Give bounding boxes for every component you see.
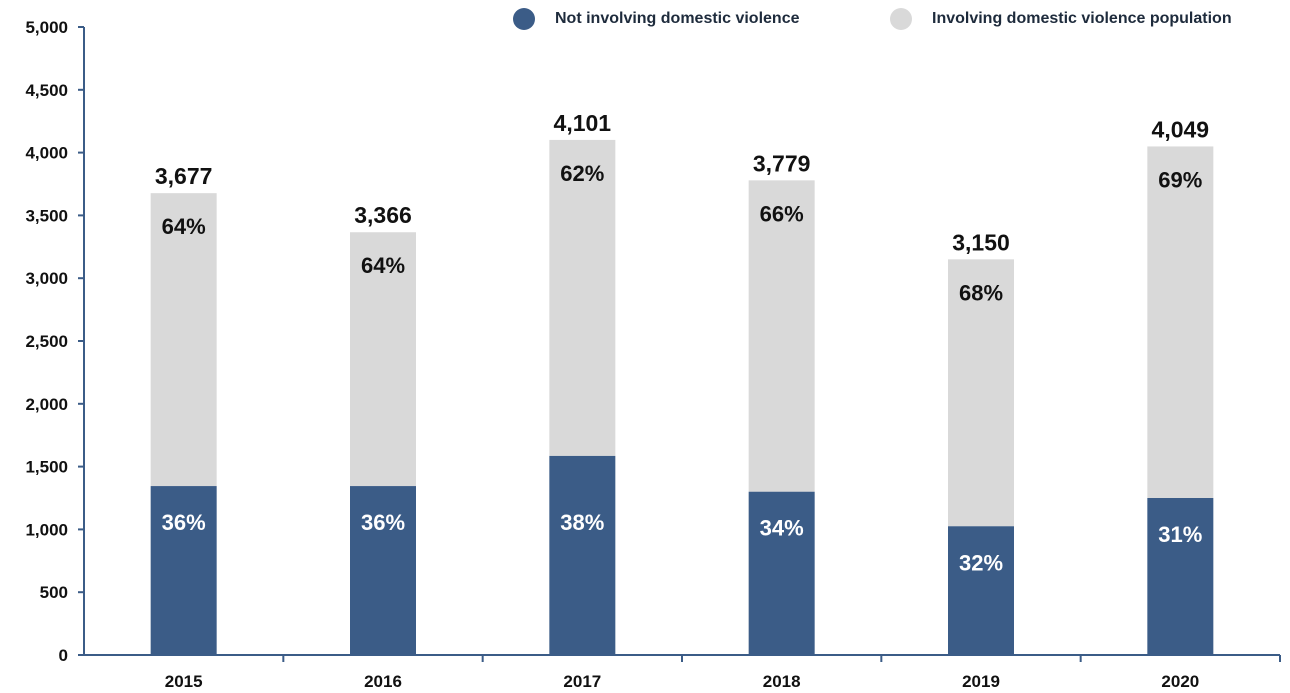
- total-label-2017: 4,101: [554, 110, 612, 136]
- bar-involving-2015: [150, 193, 217, 487]
- x-tick-label-2019: 2019: [962, 672, 1000, 691]
- y-tick-label: 2,500: [25, 332, 68, 351]
- y-tick-label: 500: [40, 583, 68, 602]
- bar-involving-2017: [549, 139, 616, 456]
- pct-label-involving-2016: 64%: [361, 253, 405, 278]
- pct-label-involving-2019: 68%: [959, 280, 1003, 305]
- bar-not-involving-2015: [150, 486, 217, 655]
- pct-label-not-involving-2019: 32%: [959, 550, 1003, 575]
- pct-label-not-involving-2016: 36%: [361, 510, 405, 535]
- x-tick-label-2020: 2020: [1161, 672, 1199, 691]
- bar-involving-2016: [350, 232, 416, 487]
- x-tick-label-2018: 2018: [763, 672, 801, 691]
- legend-swatch-involving: [890, 8, 912, 30]
- bar-not-involving-2018: [748, 491, 815, 655]
- pct-label-involving-2018: 66%: [760, 201, 804, 226]
- pct-label-not-involving-2017: 38%: [560, 510, 604, 535]
- pct-label-not-involving-2018: 34%: [760, 516, 804, 541]
- bar-not-involving-2016: [350, 486, 416, 655]
- total-label-2019: 3,150: [952, 229, 1010, 255]
- total-label-2016: 3,366: [354, 202, 412, 228]
- legend-swatch-not-involving: [513, 8, 535, 30]
- total-label-2018: 3,779: [753, 150, 811, 176]
- bar-involving-2019: [948, 259, 1014, 527]
- total-label-2015: 3,677: [155, 163, 213, 189]
- x-tick-label-2016: 2016: [364, 672, 402, 691]
- bar-not-involving-2020: [1147, 498, 1214, 655]
- y-tick-label: 4,500: [25, 81, 68, 100]
- legend-item-not-involving: Not involving domestic violence: [513, 8, 800, 30]
- y-tick-label: 3,000: [25, 269, 68, 288]
- bar-involving-2020: [1147, 146, 1214, 498]
- bar-not-involving-2019: [948, 526, 1014, 655]
- bar-not-involving-2017: [549, 455, 616, 655]
- legend-label-not-involving: Not involving domestic violence: [555, 10, 800, 27]
- bar-involving-2018: [748, 180, 815, 492]
- y-tick-label: 2,000: [25, 395, 68, 414]
- pct-label-involving-2015: 64%: [162, 214, 206, 239]
- y-tick-label: 1,000: [25, 520, 68, 539]
- pct-label-not-involving-2020: 31%: [1158, 522, 1202, 547]
- y-tick-label: 3,500: [25, 206, 68, 225]
- legend-label-involving: Involving domestic violence population: [932, 10, 1232, 27]
- y-tick-label: 1,500: [25, 458, 68, 477]
- x-tick-label-2017: 2017: [563, 672, 601, 691]
- y-tick-label: 0: [59, 646, 68, 665]
- total-label-2020: 4,049: [1152, 116, 1210, 142]
- x-tick-label-2015: 2015: [165, 672, 203, 691]
- y-tick-label: 4,000: [25, 144, 68, 163]
- pct-label-involving-2020: 69%: [1158, 167, 1202, 192]
- pct-label-not-involving-2015: 36%: [162, 510, 206, 535]
- y-tick-label: 5,000: [25, 18, 68, 37]
- legend-item-involving: Involving domestic violence population: [890, 8, 1232, 30]
- pct-label-involving-2017: 62%: [560, 161, 604, 186]
